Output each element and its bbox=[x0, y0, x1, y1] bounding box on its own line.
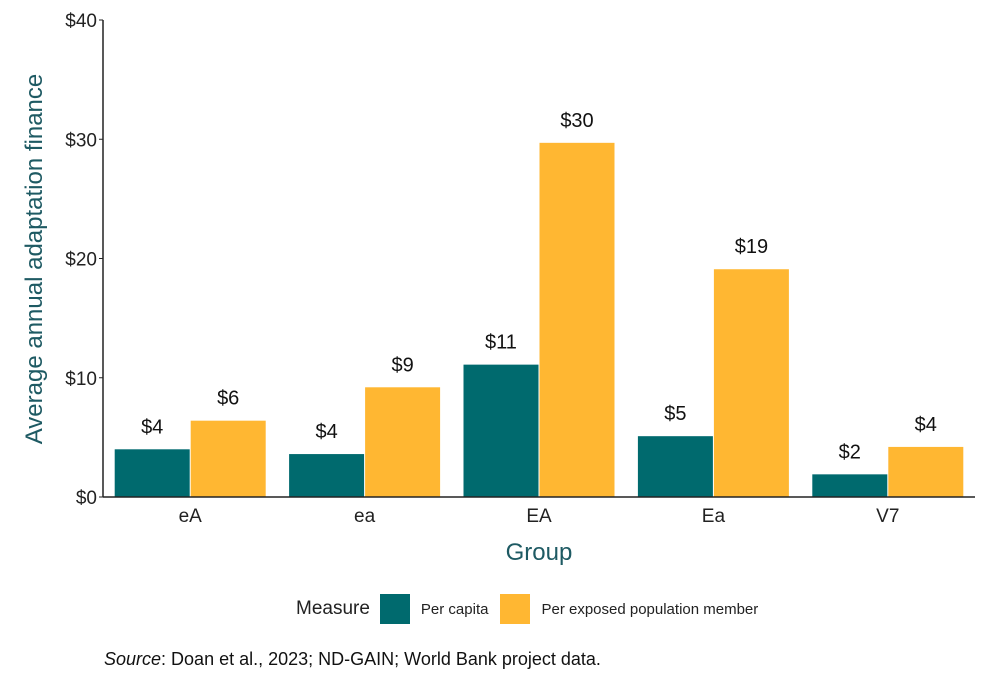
data-label: $6 bbox=[217, 388, 239, 410]
x-axis-title: Group bbox=[506, 539, 573, 566]
legend-title: Measure bbox=[296, 598, 370, 619]
bar-chart: $0 $10 $20 $30 $40 $4 $6 $4 $9 $11 $30 $5 $19 $2 $4 e… bbox=[21, 11, 975, 566]
legend-label-per-exposed: Per exposed population member bbox=[541, 600, 759, 618]
data-label: $5 bbox=[664, 403, 686, 425]
source-label: Source bbox=[104, 649, 162, 669]
data-label: $11 bbox=[485, 332, 517, 354]
x-axis-ticks: eA ea EA Ea V7 bbox=[179, 506, 900, 527]
y-tick-label: $20 bbox=[65, 250, 97, 271]
legend-label-per-capita: Per capita bbox=[420, 600, 489, 618]
y-tick-label: $40 bbox=[65, 11, 97, 32]
y-axis-ticks: $0 $10 $20 $30 $40 bbox=[65, 11, 103, 509]
bars: $4 $6 $4 $9 $11 $30 $5 $19 $2 $4 bbox=[114, 110, 964, 497]
data-label: $9 bbox=[391, 354, 413, 376]
data-label: $19 bbox=[735, 236, 768, 258]
bar-per-exposed-ea bbox=[713, 269, 789, 497]
x-tick-label: EA bbox=[526, 506, 552, 527]
y-tick-label: $0 bbox=[76, 488, 97, 509]
y-tick-label: $30 bbox=[65, 130, 97, 151]
x-tick-label: V7 bbox=[876, 506, 899, 527]
x-tick-label: eA bbox=[179, 506, 203, 527]
data-label: $4 bbox=[141, 416, 163, 438]
source-note: Source: Doan et al., 2023; ND-GAIN; Worl… bbox=[104, 649, 601, 670]
legend-item-per-capita: Per capita bbox=[379, 594, 489, 624]
bar-per-exposed-ea bbox=[190, 420, 266, 497]
bar-per-exposed-ea bbox=[365, 387, 441, 497]
legend-swatch-per-exposed bbox=[500, 594, 531, 624]
bar-per-exposed-v7 bbox=[888, 446, 964, 497]
bar-per-capita-ea bbox=[289, 454, 365, 497]
data-label: $4 bbox=[915, 414, 937, 436]
y-tick-label: $10 bbox=[65, 369, 97, 390]
y-axis-title: Average annual adaptation finance bbox=[21, 74, 48, 445]
bar-per-capita-ea bbox=[637, 436, 713, 497]
legend: Measure Per capita Per exposed populatio… bbox=[296, 594, 770, 624]
source-text: : Doan et al., 2023; ND-GAIN; World Bank… bbox=[161, 649, 601, 669]
legend-item-per-exposed: Per exposed population member bbox=[500, 594, 758, 624]
bar-per-capita-ea bbox=[463, 364, 539, 497]
data-label: $2 bbox=[839, 441, 861, 463]
data-label: $4 bbox=[315, 421, 337, 443]
bar-per-capita-ea bbox=[114, 449, 190, 497]
x-tick-label: Ea bbox=[702, 506, 726, 527]
bar-per-exposed-ea bbox=[539, 142, 615, 497]
data-label: $30 bbox=[560, 110, 593, 132]
bar-per-capita-v7 bbox=[812, 474, 888, 497]
x-tick-label: ea bbox=[354, 506, 376, 527]
legend-swatch-per-capita bbox=[379, 594, 410, 624]
